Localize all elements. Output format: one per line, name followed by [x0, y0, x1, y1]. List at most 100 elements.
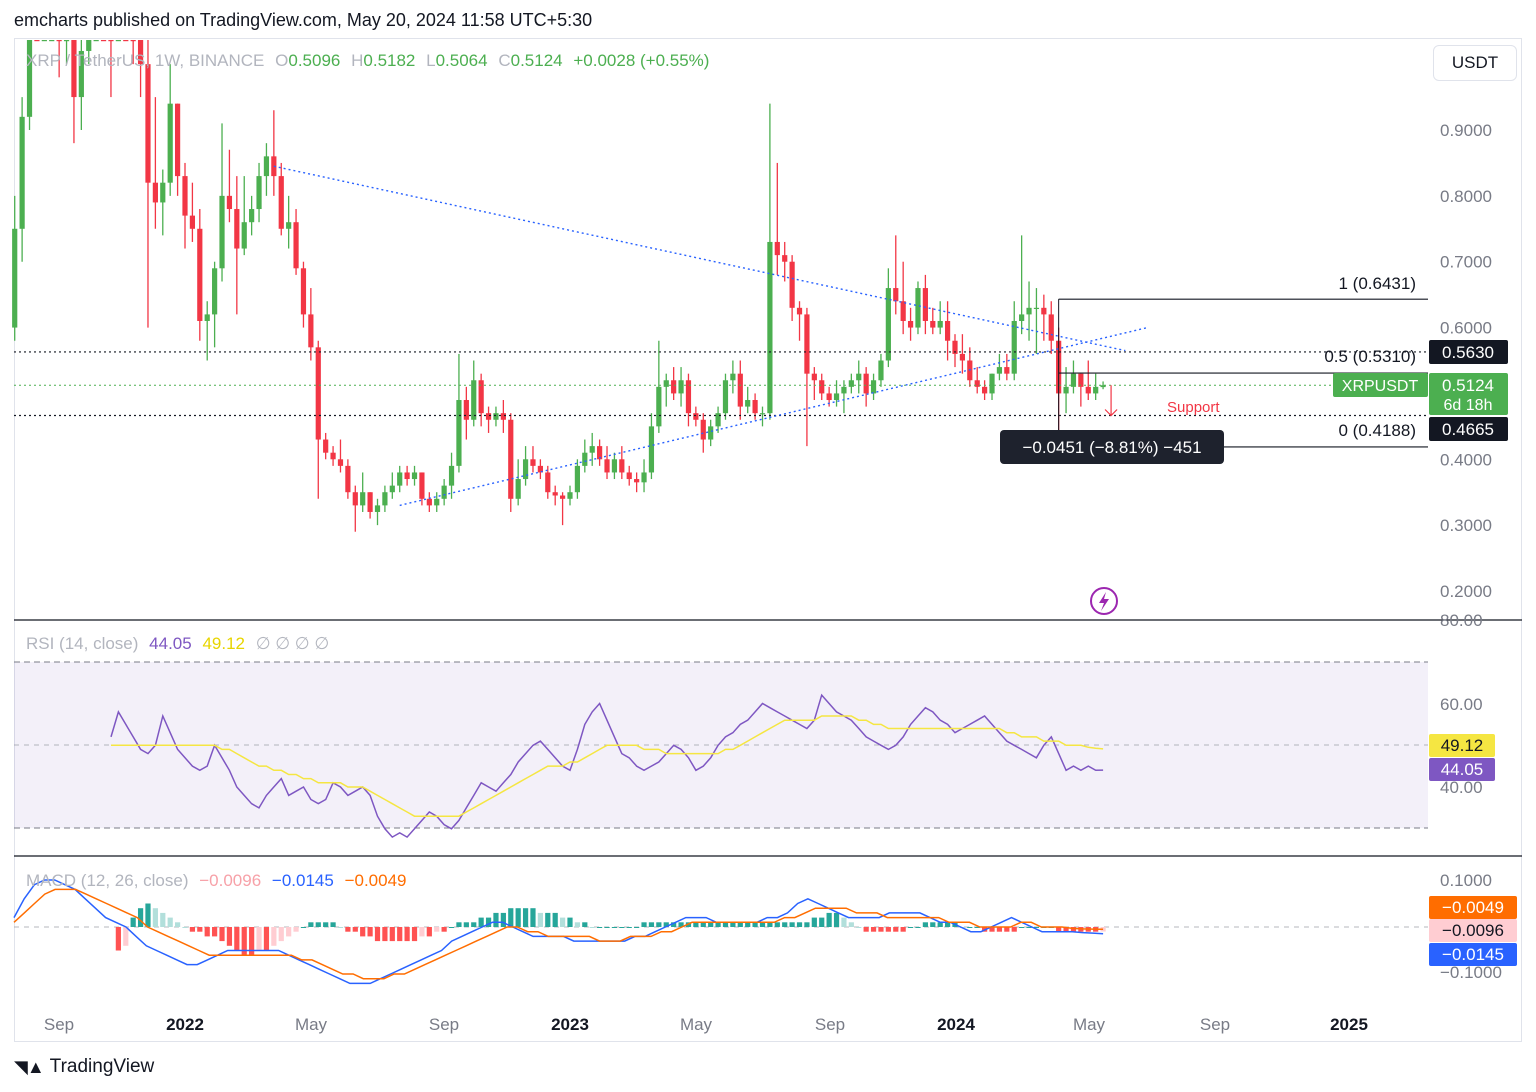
hist-tag	[1429, 919, 1517, 942]
signal-tag	[1429, 896, 1517, 919]
trendline	[399, 326, 1148, 507]
candle-body	[226, 195, 233, 210]
candle-body	[493, 413, 499, 420]
candle-body	[352, 492, 358, 506]
candle-body	[789, 261, 795, 308]
candle-body	[944, 320, 951, 341]
candle-body	[508, 419, 514, 499]
candle-body	[478, 380, 484, 414]
candle-body	[641, 472, 647, 483]
macd-histogram-bar	[708, 922, 714, 927]
macd-axis-tick: 0.1000	[1440, 871, 1492, 890]
candle-body	[78, 50, 84, 98]
candle-body	[656, 386, 662, 427]
macd-histogram-bar	[604, 927, 610, 928]
candle-body	[49, 40, 55, 42]
candle-body	[130, 40, 136, 42]
candle-body	[360, 492, 366, 506]
macd-histogram-bar	[626, 927, 632, 928]
macd-histogram-bar	[567, 917, 573, 927]
candle-body	[241, 222, 247, 249]
open-value: 0.5096	[288, 51, 341, 70]
candle-body	[411, 472, 418, 480]
candle-body	[234, 209, 240, 249]
footer: ◥▲ TradingView	[14, 1056, 154, 1078]
measure-tooltip	[1000, 430, 1224, 464]
candle-body	[841, 386, 847, 394]
candle-body	[63, 40, 70, 42]
candle-body	[19, 116, 25, 229]
macd-legend-macd: −0.0145	[271, 871, 334, 890]
level-tag-high-text: 0.5630	[1442, 343, 1494, 362]
candle-body	[545, 472, 551, 493]
candle-body	[286, 222, 292, 229]
macd-histogram-bar	[885, 927, 891, 932]
time-axis-tick: Sep	[44, 1015, 74, 1034]
candle-body	[685, 380, 692, 414]
candle-body	[870, 380, 877, 394]
macd-histogram-bar	[115, 927, 121, 951]
low-value: 0.5064	[435, 51, 488, 70]
lightning-icon[interactable]	[1090, 587, 1118, 615]
candle-body	[819, 380, 825, 394]
candle-body	[737, 373, 743, 407]
macd-histogram-bar	[693, 922, 699, 927]
symbol-name: XRP / TetherUS, 1W, BINANCE	[26, 51, 265, 70]
open-label: O	[275, 51, 289, 70]
macd-histogram-bar	[1056, 927, 1062, 932]
macd-histogram-bar	[641, 922, 647, 927]
time-axis-tick: Sep	[1200, 1015, 1230, 1034]
macd-histogram-bar	[456, 922, 462, 927]
candle-body	[397, 472, 403, 486]
candle-body	[137, 40, 144, 65]
candle-body	[537, 465, 543, 473]
candle-body	[885, 288, 891, 361]
macd-histogram-bar	[634, 927, 640, 928]
macd-histogram-bar	[522, 908, 529, 927]
candle-body	[693, 413, 699, 420]
macd-histogram-bar	[278, 927, 284, 942]
macd-histogram-bar	[863, 927, 869, 932]
macd-histogram-bar	[189, 927, 196, 932]
macd-tag-text: −0.0145	[1442, 945, 1504, 964]
rsi-tag-text: 44.05	[1441, 760, 1484, 779]
candle-body	[678, 380, 684, 394]
countdown-text: 6d 18h	[1444, 397, 1493, 414]
macd-histogram-bar	[500, 912, 506, 927]
macd-histogram-bar	[330, 922, 336, 927]
candle-body	[1078, 373, 1084, 387]
macd-histogram-bar	[1004, 927, 1010, 932]
macd-histogram-bar	[219, 927, 225, 942]
candle-body	[434, 498, 440, 506]
candle-body	[597, 446, 603, 460]
axes: 0.90000.80000.70000.60000.50000.40000.30…	[44, 121, 1502, 1034]
macd-histogram-bar	[774, 922, 780, 927]
macd-histogram-bar	[582, 922, 588, 927]
macd-histogram-bar	[411, 927, 418, 942]
rsi-band	[14, 662, 1428, 828]
macd-histogram-bar	[352, 927, 358, 932]
macd-histogram-bar	[226, 927, 233, 946]
macd-histogram-bar	[907, 927, 914, 928]
time-axis-tick: 2022	[166, 1015, 204, 1034]
macd-histogram-bar	[256, 927, 262, 951]
macd-histogram-bar	[508, 908, 514, 927]
candle-body	[619, 459, 625, 473]
candle-body	[34, 40, 40, 42]
candle-body	[315, 347, 321, 440]
candle-body	[367, 492, 373, 512]
candle-body	[308, 314, 314, 348]
macd-histogram-bar	[900, 927, 906, 932]
candle-body	[1011, 320, 1017, 374]
candle-body	[1085, 386, 1091, 394]
currency-button[interactable]: USDT	[1433, 45, 1517, 81]
candle-body	[782, 255, 788, 262]
price-axis-tick: 0.9000	[1440, 121, 1492, 140]
time-axis-tick: 2023	[551, 1015, 589, 1034]
candle-body	[56, 40, 62, 42]
macd-histogram-bar	[678, 922, 684, 927]
macd-histogram-bar	[463, 922, 469, 927]
price-axis-tick: 0.2000	[1440, 582, 1492, 601]
footer-brand: TradingView	[49, 1056, 155, 1077]
